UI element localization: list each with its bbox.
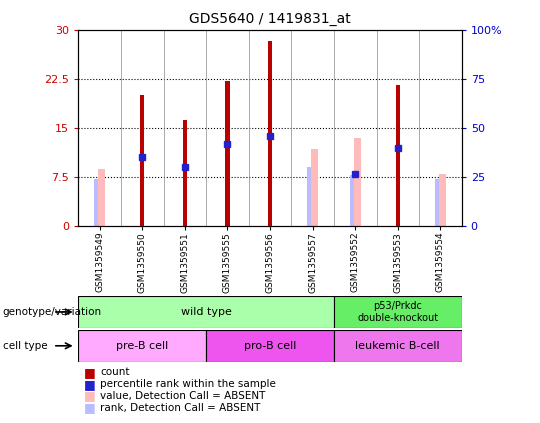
Text: pro-B cell: pro-B cell: [244, 341, 296, 351]
Text: count: count: [100, 367, 130, 377]
Title: GDS5640 / 1419831_at: GDS5640 / 1419831_at: [189, 12, 351, 26]
Bar: [307, 167, 314, 226]
Bar: [354, 138, 361, 226]
Bar: [78, 296, 334, 328]
Text: pre-B cell: pre-B cell: [116, 341, 168, 351]
Bar: [268, 41, 272, 226]
Text: ■: ■: [84, 390, 96, 402]
Bar: [350, 175, 356, 226]
Bar: [435, 179, 442, 226]
Bar: [140, 95, 144, 226]
Bar: [439, 174, 446, 226]
Bar: [334, 296, 462, 328]
Bar: [78, 330, 206, 362]
Text: genotype/variation: genotype/variation: [3, 307, 102, 317]
Bar: [334, 330, 462, 362]
Text: percentile rank within the sample: percentile rank within the sample: [100, 379, 276, 389]
Bar: [225, 81, 229, 226]
Text: leukemic B-cell: leukemic B-cell: [355, 341, 440, 351]
Text: ■: ■: [84, 401, 96, 414]
Bar: [98, 169, 105, 226]
Text: p53/Prkdc
double-knockout: p53/Prkdc double-knockout: [357, 301, 438, 323]
Text: wild type: wild type: [181, 307, 232, 317]
Text: cell type: cell type: [3, 341, 48, 351]
Bar: [183, 120, 187, 226]
Bar: [206, 330, 334, 362]
Bar: [312, 149, 318, 226]
Text: rank, Detection Call = ABSENT: rank, Detection Call = ABSENT: [100, 403, 260, 413]
Bar: [94, 179, 101, 226]
Bar: [396, 85, 400, 226]
Text: ■: ■: [84, 378, 96, 390]
Text: ■: ■: [84, 366, 96, 379]
Text: value, Detection Call = ABSENT: value, Detection Call = ABSENT: [100, 391, 265, 401]
